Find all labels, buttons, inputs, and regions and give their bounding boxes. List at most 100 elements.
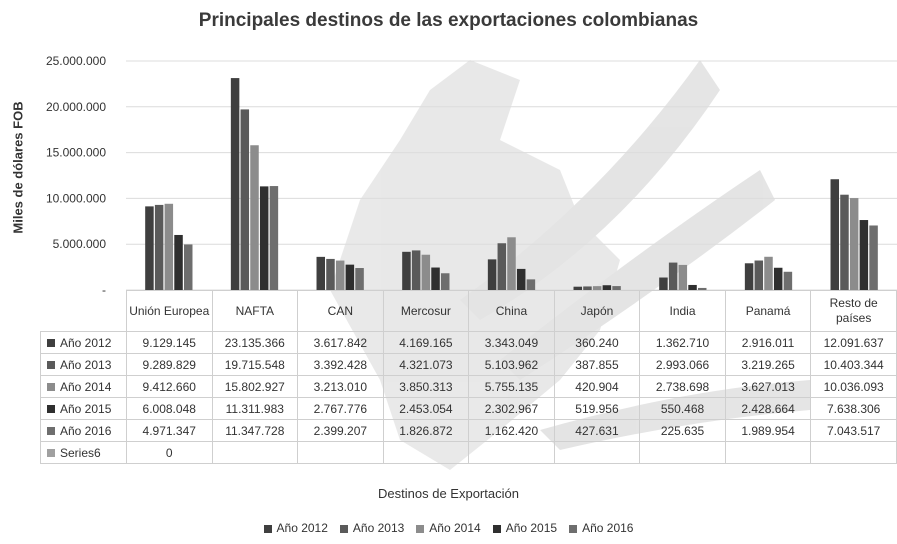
data-label: 2.738.698 xyxy=(639,375,726,398)
bar-año-2012-6 xyxy=(659,277,668,290)
series-name: Series6 xyxy=(60,445,101,460)
category-label: China xyxy=(468,290,555,332)
series-name: Año 2015 xyxy=(60,401,112,416)
data-label: 6.008.048 xyxy=(125,397,213,420)
table-row: Año 2016 4.971.347 11.347.728 2.399.207 1.82… xyxy=(40,419,897,442)
bar-año-2013-4 xyxy=(497,243,507,290)
chart-title: Principales destinos de las exportacione… xyxy=(198,10,699,31)
series-swatch xyxy=(47,339,55,348)
bar-año-2016-3 xyxy=(440,273,450,290)
bar-año-2014-6 xyxy=(678,264,688,290)
bar-año-2014-8 xyxy=(849,198,859,290)
data-label xyxy=(297,441,384,464)
data-label: 3.219.265 xyxy=(724,353,812,376)
y-tick-label: 25.000.000 xyxy=(46,54,106,68)
bar-año-2014-0 xyxy=(164,203,174,290)
data-label: 3.627.013 xyxy=(724,375,812,398)
bar-año-2016-4 xyxy=(526,279,536,290)
data-label: 550.468 xyxy=(639,397,726,420)
data-label xyxy=(553,441,641,464)
category-label: Mercosur xyxy=(382,290,470,332)
bar-año-2014-2 xyxy=(335,260,345,290)
y-tick-label: - xyxy=(102,283,106,297)
data-label: 2.993.066 xyxy=(639,353,726,376)
data-label: 10.036.093 xyxy=(810,375,897,398)
data-label: 519.956 xyxy=(553,397,641,420)
y-tick-label: 10.000.000 xyxy=(46,191,106,205)
series-name: Año 2016 xyxy=(60,423,112,438)
data-label: 9.412.660 xyxy=(125,375,213,398)
bar-año-2016-2 xyxy=(355,268,364,290)
table-corner xyxy=(41,291,127,332)
data-label: 15.802.927 xyxy=(211,375,299,398)
series-name: Año 2013 xyxy=(60,357,112,372)
data-label: 23.135.366 xyxy=(211,331,299,354)
bar-año-2013-6 xyxy=(668,262,678,290)
data-label: 225.635 xyxy=(639,419,726,442)
data-label: 2.428.664 xyxy=(724,397,812,420)
legend: Año 2012 Año 2013 Año 2014 Año 2015 Año 2016 xyxy=(0,521,897,535)
bar-año-2015-1 xyxy=(259,186,269,290)
data-label: 9.129.145 xyxy=(125,331,213,354)
bar-año-2016-1 xyxy=(269,186,279,290)
data-label: 1.362.710 xyxy=(639,331,726,354)
bar-año-2014-7 xyxy=(764,256,773,290)
legend-swatch xyxy=(569,524,578,533)
category-label: India xyxy=(639,290,726,332)
category-label: Japón xyxy=(553,290,641,332)
data-label: 10.403.344 xyxy=(810,353,897,376)
bar-año-2013-3 xyxy=(411,250,421,290)
category-label: Panamá xyxy=(724,290,812,332)
data-label: 2.399.207 xyxy=(297,419,384,442)
y-axis-label: Miles de dólares FOB xyxy=(10,101,26,234)
y-tick-label: 15.000.000 xyxy=(46,146,106,160)
data-label xyxy=(810,441,897,464)
data-label: 4.169.165 xyxy=(382,331,470,354)
table-row: Año 2013 9.289.829 19.715.548 3.392.428 4.32… xyxy=(40,353,897,376)
data-label: 387.855 xyxy=(553,353,641,376)
data-label: 1.989.954 xyxy=(724,419,812,442)
data-label: 9.289.829 xyxy=(125,353,213,376)
bar-año-2015-4 xyxy=(516,268,526,290)
data-label: 19.715.548 xyxy=(211,353,299,376)
data-label: 1.826.872 xyxy=(382,419,470,442)
bar-año-2012-2 xyxy=(316,256,326,290)
data-label: 5.755.135 xyxy=(468,375,555,398)
series-name: Año 2012 xyxy=(60,335,112,350)
series-swatch xyxy=(47,405,55,414)
series-row-header: Series6 xyxy=(40,441,127,464)
data-label: 4.971.347 xyxy=(125,419,213,442)
data-label: 1.162.420 xyxy=(468,419,555,442)
bar-año-2013-8 xyxy=(840,194,849,290)
bar-año-2014-5 xyxy=(592,286,602,290)
series-row-header: Año 2012 xyxy=(40,331,127,354)
table-row: Año 2014 9.412.660 15.802.927 3.213.010 3.85… xyxy=(40,375,897,398)
legend-label: Año 2015 xyxy=(505,521,558,535)
bar-año-2016-0 xyxy=(183,244,193,290)
data-label xyxy=(211,441,299,464)
bar-año-2013-0 xyxy=(154,204,164,290)
y-tick-label: 5.000.000 xyxy=(53,237,107,251)
data-label: 11.311.983 xyxy=(211,397,299,420)
data-label xyxy=(468,441,555,464)
bar-año-2015-2 xyxy=(345,264,355,290)
series-row-header: Año 2016 xyxy=(40,419,127,442)
category-label: Resto de países xyxy=(810,290,897,332)
data-label: 0 xyxy=(125,441,213,464)
data-table: Unión Europea NAFTA CAN Mercosur China Japón I… xyxy=(40,290,897,464)
legend-item: Año 2013 xyxy=(339,521,404,535)
bar-año-2012-1 xyxy=(230,78,240,290)
data-label xyxy=(382,441,470,464)
data-label xyxy=(724,441,812,464)
bar-año-2013-1 xyxy=(240,109,250,290)
bar-año-2015-6 xyxy=(688,284,697,290)
series-row-header: Año 2014 xyxy=(40,375,127,398)
series-name: Año 2014 xyxy=(60,379,112,394)
bar-año-2016-8 xyxy=(869,225,878,290)
legend-item: Año 2012 xyxy=(263,521,328,535)
data-label: 420.904 xyxy=(553,375,641,398)
bar-año-2014-3 xyxy=(421,254,431,290)
legend-item: Año 2015 xyxy=(492,521,558,535)
bar-año-2015-8 xyxy=(859,220,869,290)
bar-año-2012-3 xyxy=(402,251,411,290)
